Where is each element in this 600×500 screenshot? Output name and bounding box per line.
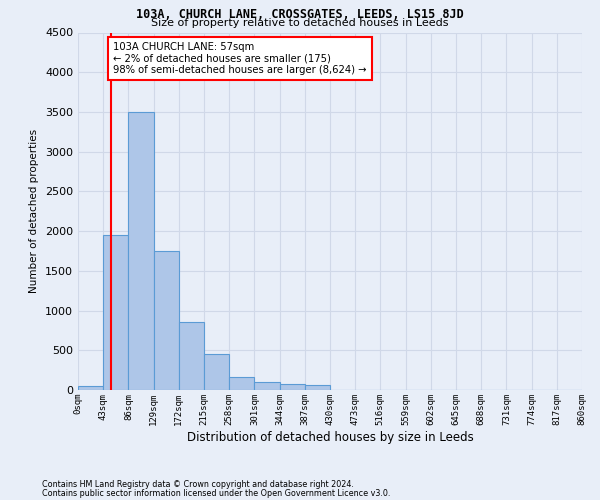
X-axis label: Distribution of detached houses by size in Leeds: Distribution of detached houses by size … bbox=[187, 430, 473, 444]
Bar bbox=[280, 384, 305, 390]
Y-axis label: Number of detached properties: Number of detached properties bbox=[29, 129, 40, 294]
Bar bbox=[179, 322, 204, 390]
Text: Contains HM Land Registry data © Crown copyright and database right 2024.: Contains HM Land Registry data © Crown c… bbox=[42, 480, 354, 489]
Bar bbox=[128, 112, 154, 390]
Text: Size of property relative to detached houses in Leeds: Size of property relative to detached ho… bbox=[151, 18, 449, 28]
Bar bbox=[78, 386, 103, 390]
Text: 103A CHURCH LANE: 57sqm
← 2% of detached houses are smaller (175)
98% of semi-de: 103A CHURCH LANE: 57sqm ← 2% of detached… bbox=[113, 42, 367, 75]
Text: 103A, CHURCH LANE, CROSSGATES, LEEDS, LS15 8JD: 103A, CHURCH LANE, CROSSGATES, LEEDS, LS… bbox=[136, 8, 464, 20]
Bar bbox=[103, 235, 128, 390]
Bar bbox=[229, 378, 254, 390]
Text: Contains public sector information licensed under the Open Government Licence v3: Contains public sector information licen… bbox=[42, 488, 391, 498]
Bar bbox=[154, 251, 179, 390]
Bar bbox=[254, 382, 280, 390]
Bar bbox=[305, 385, 330, 390]
Bar bbox=[204, 354, 229, 390]
